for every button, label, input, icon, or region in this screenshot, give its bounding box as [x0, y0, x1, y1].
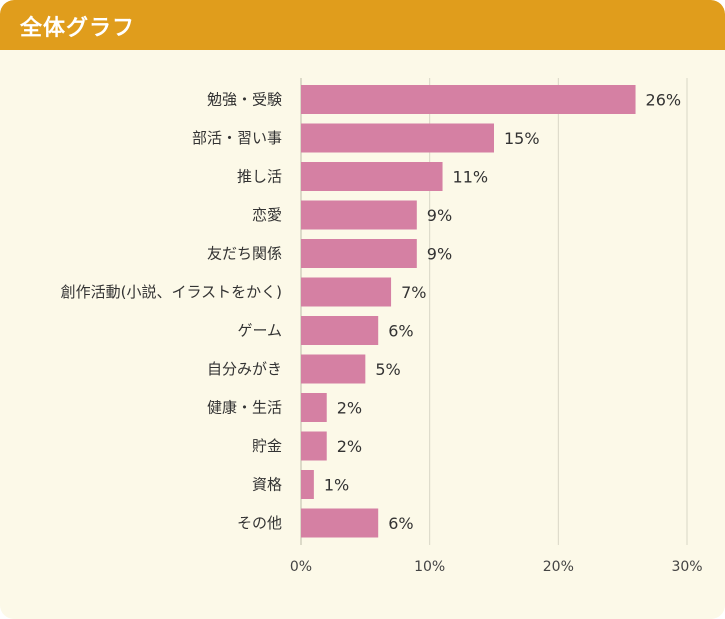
value-label: 7% [401, 283, 426, 302]
category-label: 友だち関係 [207, 245, 282, 263]
value-label: 5% [375, 360, 400, 379]
bar [301, 470, 314, 499]
value-label: 6% [388, 322, 413, 341]
value-label: 6% [388, 514, 413, 533]
category-label: 貯金 [252, 437, 282, 455]
category-label: 推し活 [237, 168, 282, 186]
bar [301, 277, 392, 307]
chart-header: 全体グラフ [0, 0, 725, 50]
x-tick-label: 10% [414, 559, 445, 575]
bar [301, 354, 366, 384]
category-label: 創作活動(小説、イラストをかく) [61, 283, 282, 301]
bar [301, 200, 417, 230]
category-label: 部活・習い事 [192, 129, 282, 147]
x-tick-label: 30% [671, 559, 702, 575]
category-label: 恋愛 [252, 206, 282, 224]
category-label: ゲーム [237, 322, 282, 340]
category-label: 勉強・受験 [207, 91, 282, 109]
x-tick-label: 20% [543, 559, 574, 575]
value-label: 11% [453, 168, 489, 187]
category-label: 健康・生活 [207, 399, 282, 417]
bar [301, 393, 327, 422]
value-label: 15% [504, 129, 540, 148]
bar [301, 162, 443, 191]
bar [301, 316, 379, 345]
value-label: 2% [337, 399, 362, 418]
category-label: 資格 [252, 476, 282, 494]
chart-title: 全体グラフ [20, 16, 136, 41]
bar [301, 85, 636, 114]
bar [301, 431, 327, 461]
value-label: 2% [337, 437, 362, 456]
x-tick-label: 0% [290, 559, 312, 575]
value-label: 26% [646, 91, 682, 110]
category-label: その他 [237, 514, 282, 532]
value-label: 1% [324, 476, 349, 495]
bar [301, 123, 494, 153]
category-label: 自分みがき [207, 360, 282, 378]
bar [301, 239, 417, 268]
value-label: 9% [427, 206, 452, 225]
bar [301, 508, 379, 538]
value-label: 9% [427, 245, 452, 264]
